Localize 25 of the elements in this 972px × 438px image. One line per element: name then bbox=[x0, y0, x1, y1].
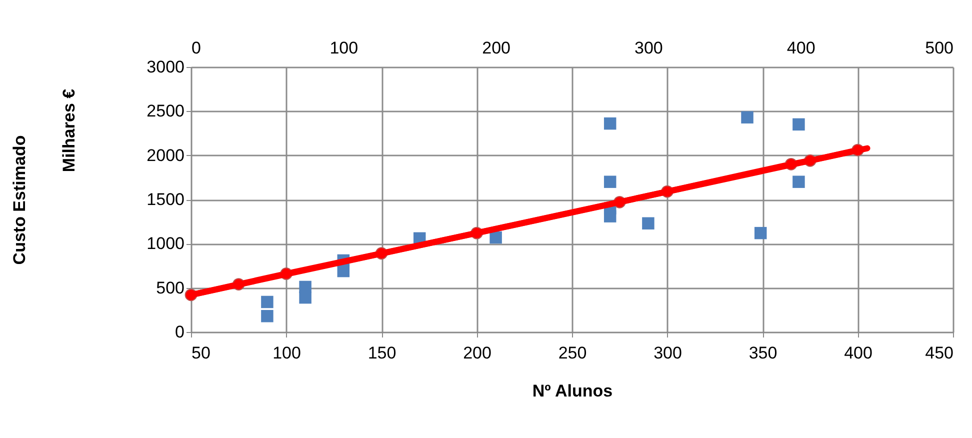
x2-tick-label: 400 bbox=[786, 38, 816, 58]
x2-tick-label: 500 bbox=[925, 38, 954, 58]
text: Custo Estimado bbox=[10, 135, 29, 265]
y-axis-title: Milhares € bbox=[60, 88, 78, 172]
x-tick-label: 350 bbox=[748, 344, 778, 362]
x-tick-label: 100 bbox=[272, 344, 301, 362]
y-tick-label: 1500 bbox=[146, 190, 184, 209]
y-tick-label: 3000 bbox=[146, 58, 184, 76]
y-tick-label: 1000 bbox=[146, 234, 184, 254]
x-axis-title: Nº Alunos bbox=[532, 382, 613, 400]
x-tick-label: 150 bbox=[368, 344, 396, 362]
x-tick-label: 50 bbox=[192, 344, 210, 362]
x-tick-label: 250 bbox=[558, 344, 587, 362]
x2-tick-label: 300 bbox=[634, 38, 663, 58]
y-tick-label: 2000 bbox=[146, 146, 184, 165]
y-tick-label: 2500 bbox=[146, 102, 184, 121]
x-tick-label: 200 bbox=[463, 344, 492, 362]
y-tick-label: 0 bbox=[175, 322, 184, 342]
x-tick-label: 300 bbox=[654, 344, 682, 362]
x-tick-label: 450 bbox=[925, 344, 954, 362]
x-tick-label: 400 bbox=[844, 344, 872, 362]
x2-tick-label: 200 bbox=[482, 38, 510, 58]
x2-tick-label: 100 bbox=[330, 38, 358, 58]
y-tick-label: 500 bbox=[156, 278, 184, 298]
x2-tick-label: 0 bbox=[192, 38, 201, 58]
